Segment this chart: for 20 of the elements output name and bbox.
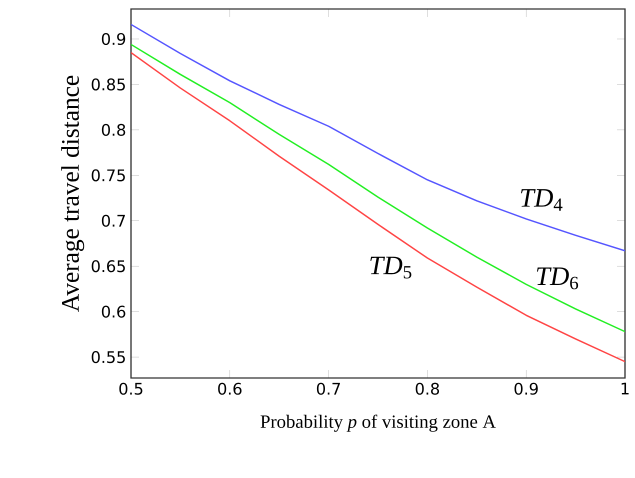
x-axis-title: Probability p of visiting zone A (260, 414, 496, 432)
series-label: TD$_{6}$ (536, 268, 578, 290)
series-label: TD$_{5}$ (370, 256, 412, 279)
y-tick-label: 0.65 (92, 260, 125, 272)
series-label: TD$_{4}$ (521, 189, 562, 211)
y-axis-title: Average travel distance (61, 76, 84, 312)
x-tick-label: 0.7 (316, 382, 340, 395)
x-tick-label: 0.9 (514, 382, 538, 395)
line-series (131, 24, 625, 252)
y-tick-label: 0.8 (102, 124, 126, 136)
y-tick-label: 0.75 (92, 169, 125, 182)
y-tick-label: 0.55 (92, 351, 125, 364)
y-tick-label: 0.85 (92, 78, 125, 90)
x-tick-label: 0.8 (416, 382, 440, 395)
y-tick-label: 0.9 (102, 32, 126, 46)
y-tick-label: 0.6 (102, 306, 126, 318)
x-tick-label: 0.6 (218, 382, 242, 395)
y-tick-label: 0.7 (102, 214, 125, 227)
x-tick-label: 0.5 (119, 382, 142, 395)
x-tick-label: 1 (622, 382, 629, 394)
